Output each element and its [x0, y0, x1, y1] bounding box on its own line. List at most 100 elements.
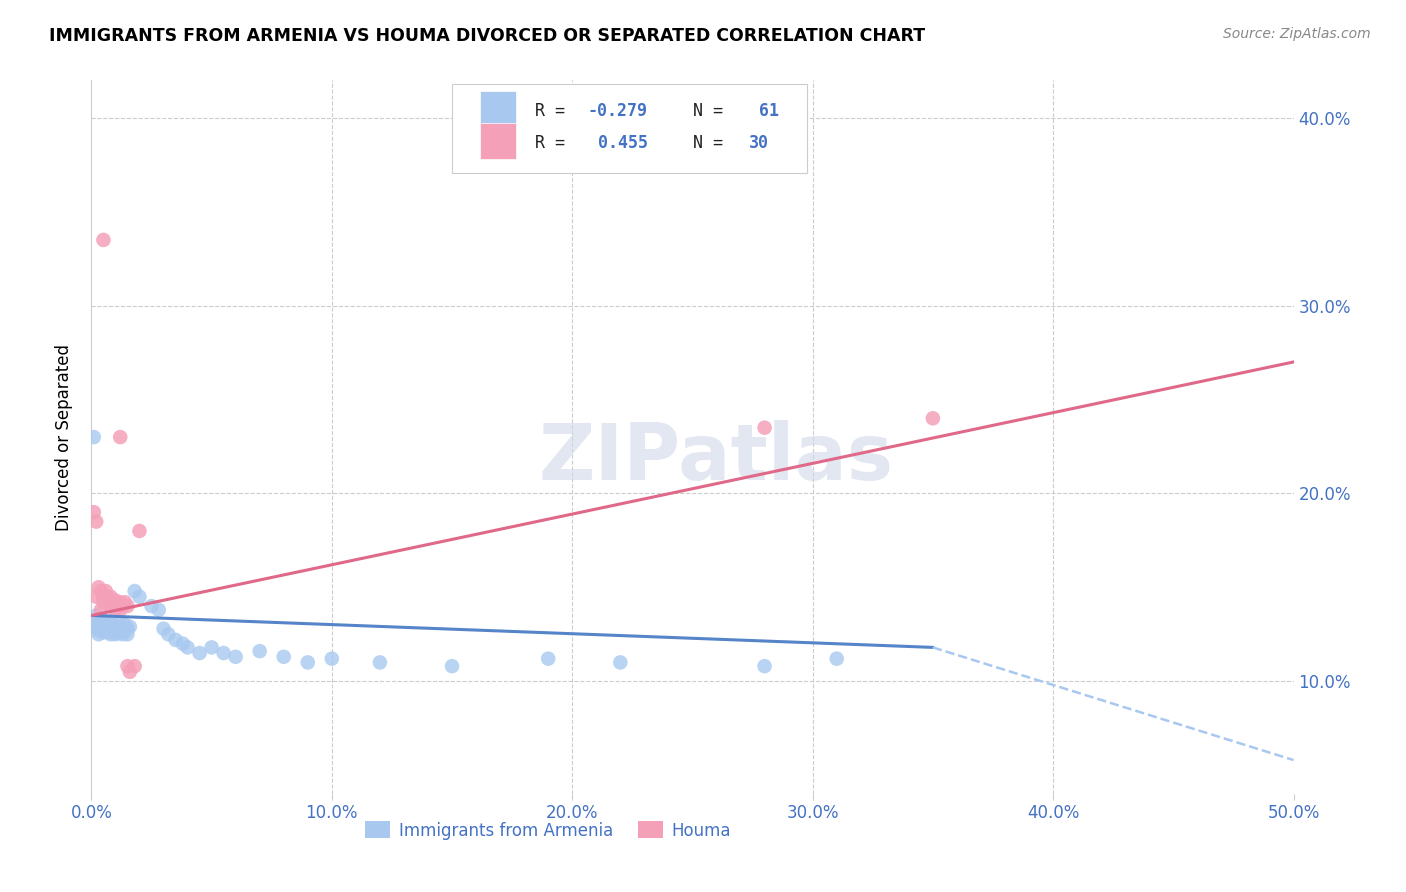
Point — [141, 599, 163, 613]
Point — [754, 659, 776, 673]
Point — [114, 595, 136, 609]
Point — [152, 622, 174, 636]
Point — [84, 608, 107, 623]
Point — [117, 622, 139, 636]
Point — [111, 599, 134, 613]
Point — [93, 233, 115, 247]
Point — [297, 656, 319, 670]
Text: ZIPatlas: ZIPatlas — [538, 420, 894, 497]
Point — [117, 659, 139, 673]
Point — [83, 618, 105, 632]
Point — [100, 590, 122, 604]
Point — [87, 624, 110, 638]
Text: 30: 30 — [749, 134, 769, 152]
Y-axis label: Divorced or Separated: Divorced or Separated — [55, 343, 73, 531]
Legend: Immigrants from Armenia, Houma: Immigrants from Armenia, Houma — [359, 814, 738, 847]
Text: -0.279: -0.279 — [588, 102, 648, 120]
Point — [104, 603, 127, 617]
Point — [111, 627, 134, 641]
Point — [754, 420, 776, 434]
Point — [114, 618, 136, 632]
Point — [101, 624, 124, 638]
Point — [124, 584, 146, 599]
Point — [225, 649, 247, 664]
Point — [188, 646, 211, 660]
Point — [201, 640, 224, 655]
Point — [83, 430, 105, 444]
Point — [93, 622, 115, 636]
Point — [212, 646, 235, 660]
Point — [94, 614, 117, 628]
Point — [128, 524, 150, 538]
Point — [87, 614, 110, 628]
Point — [100, 599, 122, 613]
Point — [107, 620, 129, 634]
Text: N =: N = — [673, 134, 733, 152]
Point — [165, 632, 187, 647]
Point — [825, 651, 848, 665]
Point — [124, 659, 146, 673]
Point — [90, 618, 112, 632]
Point — [94, 618, 117, 632]
Point — [100, 627, 122, 641]
Point — [104, 622, 127, 636]
Point — [368, 656, 391, 670]
Point — [609, 656, 631, 670]
Point — [128, 590, 150, 604]
Point — [922, 411, 945, 425]
Point — [110, 603, 132, 617]
Point — [114, 624, 136, 638]
Point — [94, 584, 117, 599]
Text: 0.455: 0.455 — [588, 134, 648, 152]
Point — [97, 618, 120, 632]
Point — [87, 580, 110, 594]
Point — [93, 615, 115, 630]
Point — [110, 624, 132, 638]
FancyBboxPatch shape — [479, 91, 516, 127]
Point — [172, 637, 194, 651]
Text: IMMIGRANTS FROM ARMENIA VS HOUMA DIVORCED OR SEPARATED CORRELATION CHART: IMMIGRANTS FROM ARMENIA VS HOUMA DIVORCE… — [49, 27, 925, 45]
Point — [273, 649, 295, 664]
Point — [440, 659, 463, 673]
Point — [93, 590, 115, 604]
Point — [97, 620, 120, 634]
Text: N =: N = — [673, 102, 733, 120]
Point — [87, 627, 110, 641]
Point — [93, 625, 115, 640]
Point — [84, 515, 107, 529]
Point — [101, 618, 124, 632]
Point — [104, 627, 127, 641]
Point — [84, 590, 107, 604]
Point — [110, 430, 132, 444]
Point — [100, 614, 122, 628]
Text: R =: R = — [534, 134, 575, 152]
Point — [90, 612, 112, 626]
Text: 61: 61 — [749, 102, 779, 120]
Point — [111, 622, 134, 636]
Point — [321, 651, 343, 665]
Point — [110, 595, 132, 609]
Point — [90, 603, 112, 617]
Point — [97, 593, 120, 607]
Point — [100, 622, 122, 636]
Point — [93, 595, 115, 609]
Point — [157, 627, 180, 641]
Point — [90, 622, 112, 636]
Point — [94, 590, 117, 604]
Point — [90, 584, 112, 599]
Point — [83, 505, 105, 519]
Point — [148, 603, 170, 617]
Point — [117, 627, 139, 641]
Point — [249, 644, 271, 658]
Point — [118, 620, 141, 634]
Text: R =: R = — [534, 102, 575, 120]
Point — [101, 595, 124, 609]
FancyBboxPatch shape — [451, 84, 807, 173]
FancyBboxPatch shape — [479, 123, 516, 159]
Point — [118, 665, 141, 679]
Point — [537, 651, 560, 665]
Point — [176, 640, 198, 655]
Point — [84, 622, 107, 636]
Point — [107, 599, 129, 613]
Point — [117, 599, 139, 613]
